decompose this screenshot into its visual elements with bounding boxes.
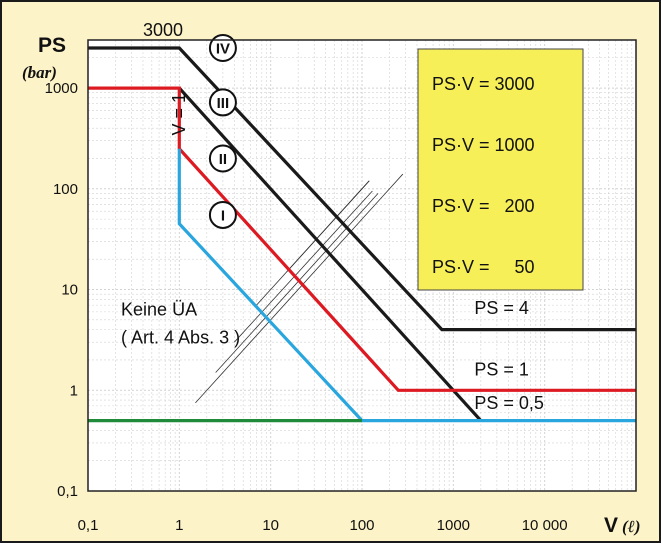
y-tick-label: 100 <box>53 181 78 198</box>
guide-line <box>195 173 404 404</box>
x-tick-label: 10 <box>262 517 279 534</box>
legend-box <box>417 48 584 291</box>
x-tick-label: 10 000 <box>522 517 568 534</box>
legend-item: PS·V = 50 <box>432 257 535 277</box>
category-marker-label: III <box>217 95 230 112</box>
annotation: PS = 1 <box>474 360 529 380</box>
series-line <box>177 148 636 423</box>
y-axis-title: PS <box>38 34 66 57</box>
annotation: PS = 4 <box>474 298 529 318</box>
category-marker-circle <box>208 200 237 229</box>
x-tick-label: 1000 <box>437 517 470 534</box>
x-axis-title: V <box>604 514 618 537</box>
annotation: V = 1 <box>169 93 189 136</box>
category-marker-label: I <box>221 207 225 224</box>
y-axis-unit: (bar) <box>22 63 57 82</box>
legend: PS·V = 3000 PS·V = 1000 PS·V = 200 PS·V = 5… <box>432 74 535 277</box>
guide-line <box>215 193 379 373</box>
series <box>88 46 636 423</box>
annotation: ( Art. 4 Abs. 3 ) <box>121 328 240 348</box>
category-marker-circle <box>208 88 237 117</box>
category-marker-label: II <box>219 151 227 168</box>
x-tick-label: 0,1 <box>78 517 99 534</box>
plot-border <box>87 39 637 492</box>
guide-line <box>234 190 373 343</box>
annotation: Keine ÜA <box>121 300 197 320</box>
category-marker-circle <box>208 144 237 173</box>
annotation: PS = 0,5 <box>474 393 544 413</box>
annotations: 3000 V = 1 Keine ÜA ( Art. 4 Abs. 3 ) PS = 4… <box>121 20 544 413</box>
y-tick-label: 1 <box>70 382 78 399</box>
category-marker-circle <box>208 33 237 62</box>
series-line <box>178 87 482 422</box>
y-tick-label: 10 <box>61 282 78 299</box>
legend-item: PS·V = 3000 <box>432 74 535 94</box>
x-axis-unit: (ℓ) <box>622 517 641 536</box>
annotation: 3000 <box>143 20 183 40</box>
guide-lines <box>195 173 404 404</box>
tick-labels: 0,1 1 10 100 1000 10 000 0,1 1 10 100 1000 <box>45 80 568 534</box>
legend-item: PS·V = 200 <box>432 196 535 216</box>
x-tick-label: 100 <box>349 517 374 534</box>
category-marker-label: IV <box>216 40 230 57</box>
legend-item: PS·V = 1000 <box>432 135 535 155</box>
guide-line <box>286 180 370 273</box>
y-tick-label: 1000 <box>45 80 78 97</box>
series-line <box>88 46 636 332</box>
x-tick-label: 1 <box>175 517 183 534</box>
y-tick-label: 0,1 <box>57 483 78 500</box>
